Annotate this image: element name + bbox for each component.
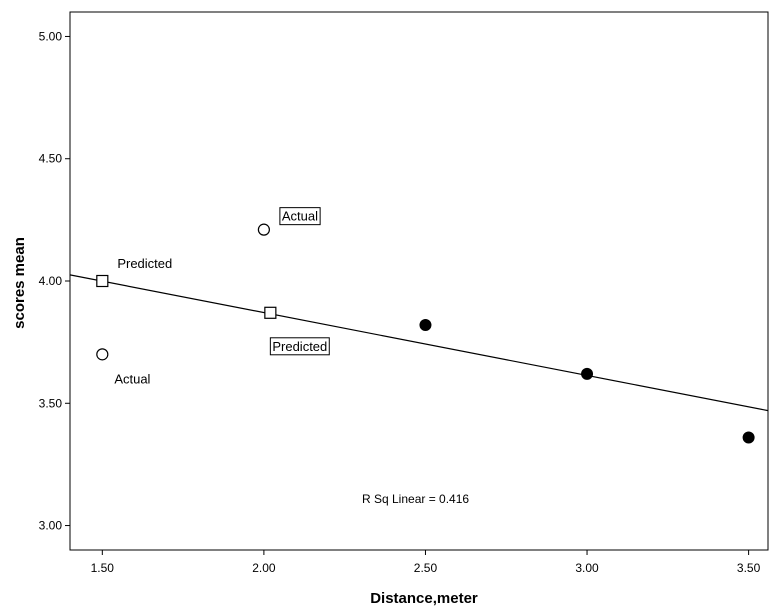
x-axis-title: Distance,meter (370, 590, 478, 607)
plot-frame (69, 11, 769, 551)
x-tick-label: 1.50 (91, 561, 115, 575)
data-point-open-circle (96, 348, 109, 361)
data-point-filled-circle (742, 431, 755, 444)
x-tick-label: 2.00 (252, 561, 276, 575)
data-point-open-circle (257, 223, 270, 236)
annotation-label: Predicted (272, 339, 327, 354)
x-axis: 1.50 2.00 2.50 3.00 3.50 (91, 550, 761, 575)
annotation-box (269, 337, 330, 356)
data-point-open-square (96, 274, 109, 288)
y-tick-label: 3.00 (39, 519, 63, 533)
data-points (96, 223, 755, 444)
x-tick-label: 2.50 (414, 561, 438, 575)
annotation-label: Actual (114, 371, 150, 386)
data-point-open-square (264, 306, 277, 319)
data-point-filled-circle (419, 319, 432, 332)
annotation-label: Predicted (117, 256, 172, 271)
y-axis-title: scores mean (11, 237, 28, 329)
x-tick-label: 3.00 (575, 561, 599, 575)
fit-line-layer (69, 274, 769, 412)
x-tick-label: 3.50 (737, 561, 761, 575)
y-tick-label: 4.50 (39, 152, 63, 166)
annotations: Predicted Actual Actual Predicted (114, 207, 330, 386)
y-axis: 3.00 3.50 4.00 4.50 5.00 (39, 29, 70, 533)
y-tick-label: 3.50 (39, 396, 63, 410)
y-tick-label: 4.00 (39, 274, 63, 288)
annotation-label: Actual (282, 209, 318, 224)
r-squared-label: R Sq Linear = 0.416 (362, 492, 469, 506)
data-point-filled-circle (581, 367, 594, 380)
annotation-box (279, 207, 321, 226)
y-tick-label: 5.00 (39, 29, 63, 43)
fit-line (69, 274, 769, 412)
